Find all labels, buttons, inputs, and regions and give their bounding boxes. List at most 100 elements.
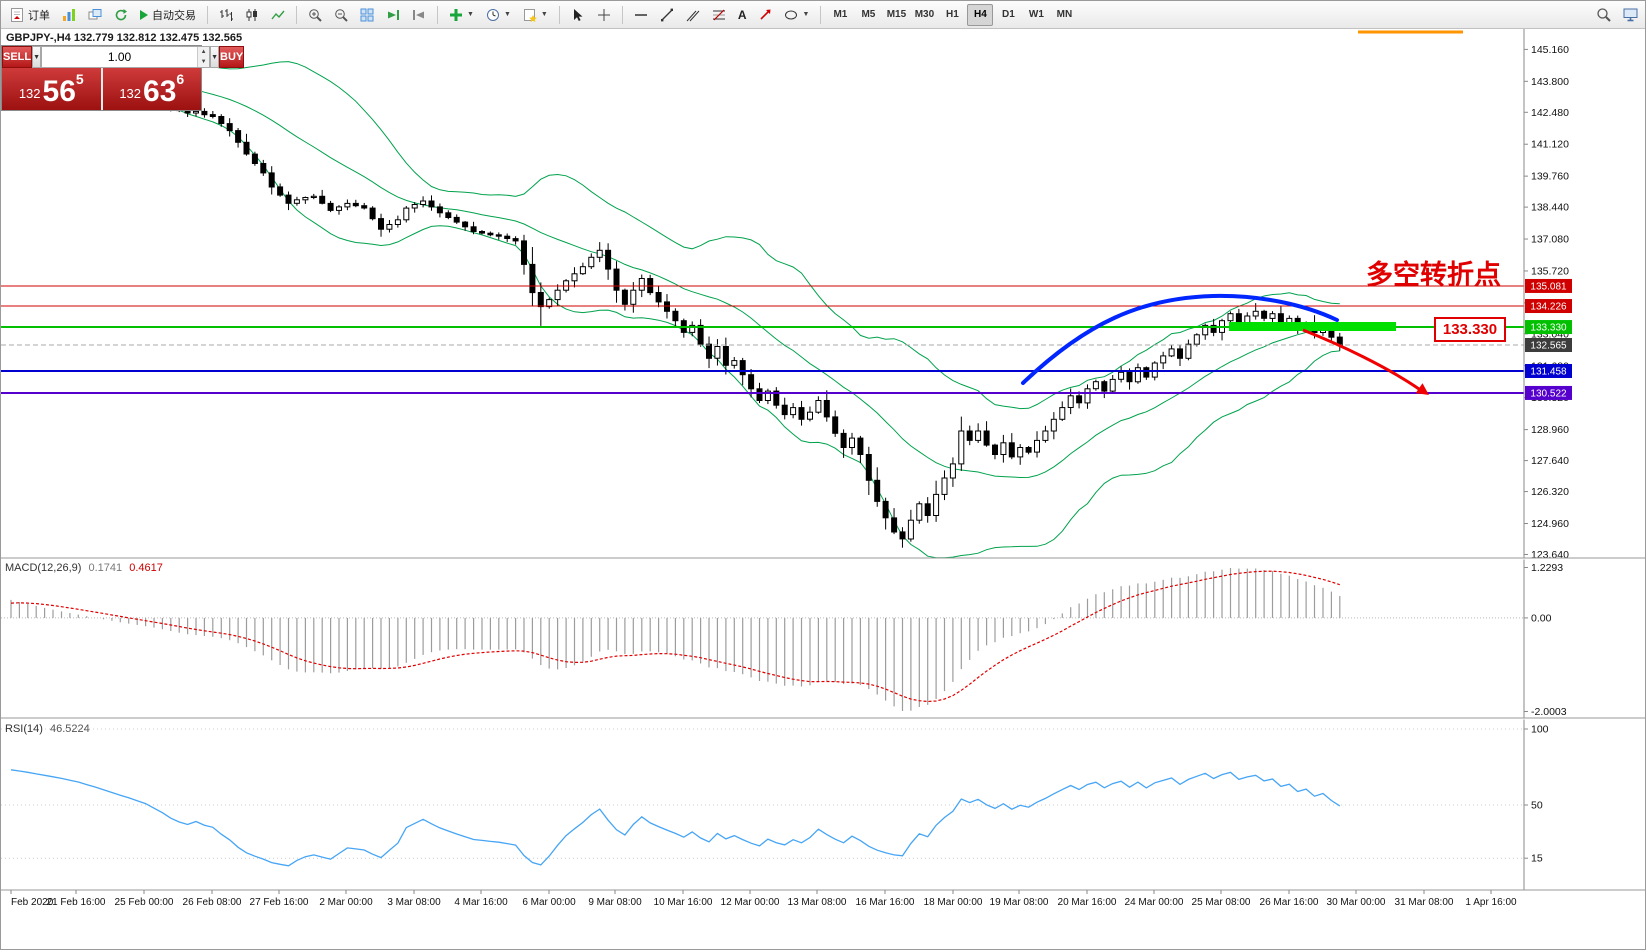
fibonacci-icon [712,8,726,22]
price-tick-label: 124.960 [1531,518,1569,530]
price-callout-box[interactable] [1434,317,1506,342]
new-order-label: 订单 [28,9,50,22]
timeframe-m1[interactable]: M1 [827,4,853,26]
date-tick-label: 9 Mar 08:00 [588,897,642,908]
bollinger-band [10,60,1340,410]
autotrading-play-icon [140,9,148,20]
trendline-tool-button[interactable] [655,4,679,26]
shapes-tool-button[interactable]: ▼ [779,4,814,26]
horizontal-line-icon [634,8,648,22]
candlestick-chart-button[interactable] [240,4,264,26]
date-tick-label: 26 Feb 08:00 [183,897,242,908]
main-chart-layer[interactable]: 多空转折点 133.330 [1,30,1524,558]
timeframe-w1[interactable]: W1 [1023,4,1049,26]
support-zone-bar[interactable] [1229,322,1396,331]
arrows-tool-button[interactable] [753,4,777,26]
search-button[interactable] [1591,4,1616,26]
horizontal-line-tool-button[interactable] [629,4,653,26]
zoom-out-button[interactable] [329,4,353,26]
buy-options-caret[interactable]: ▼ [210,46,219,68]
date-tick-label: 21 Feb 16:00 [47,897,106,908]
price-tick-label: 138.440 [1531,202,1569,214]
price-line-badge-text: 130.522 [1530,388,1567,399]
rsi-panel[interactable]: 100 50 15 [1,724,1549,867]
clock-icon [486,8,500,22]
profiles-button[interactable] [83,4,107,26]
price-tick-label: 142.480 [1531,107,1569,119]
autotrading-label: 自动交易 [152,9,196,22]
volume-up-button[interactable]: ▲ [198,47,210,57]
date-tick-label: 25 Mar 08:00 [1192,897,1251,908]
date-tick-label: 25 Feb 00:00 [115,897,174,908]
templates-button[interactable]: ▼ [518,4,553,26]
rsi-header: RSI(14) 46.5224 [5,723,90,735]
buy-price-pips: 63 [143,75,177,108]
autotrading-button[interactable]: 自动交易 [135,4,201,26]
buy-button[interactable]: BUY [219,46,245,68]
timeframe-h4[interactable]: H4 [967,3,994,26]
price-tick-label: 139.760 [1531,171,1569,183]
date-tick-label: 16 Mar 16:00 [856,897,915,908]
price-tick-label: 145.160 [1531,44,1569,56]
charts-button[interactable] [57,4,81,26]
sell-button[interactable]: SELL [2,46,33,68]
date-tick-label: 4 Mar 16:00 [454,897,508,908]
date-tick-label: 19 Mar 08:00 [990,897,1049,908]
timeframe-d1[interactable]: D1 [995,4,1021,26]
price-line-badge-text: 131.458 [1530,366,1567,377]
chart-shift-button[interactable] [407,4,431,26]
date-tick-label: 10 Mar 16:00 [654,897,713,908]
crosshair-tool-button[interactable] [592,4,616,26]
price-line-badge-text: 135.081 [1530,281,1567,292]
workspace-button[interactable] [1618,4,1643,26]
auto-scroll-icon [386,8,400,22]
rsi-tick-label: 50 [1531,800,1543,812]
price-line-badge [1525,338,1572,353]
indicators-button[interactable]: ▼ [444,4,479,26]
timeframe-m30[interactable]: M30 [911,4,937,26]
macd-panel[interactable]: 1.2293 0.00 -2.0003 [1,562,1567,718]
volume-stepper: ▲ ▼ [197,47,210,67]
turning-point-annotation[interactable]: 多空转折点 [1366,259,1501,290]
auto-scroll-button[interactable] [381,4,405,26]
date-tick-label: 26 Mar 16:00 [1260,897,1319,908]
cursor-tool-button[interactable] [566,4,590,26]
volume-input[interactable] [42,47,198,67]
price-axis[interactable]: 145.160 143.800 142.480 141.120 139.760 138.4… [1523,29,1572,890]
buy-price-tile[interactable]: 132 63 6 [102,68,201,110]
timeframe-mn[interactable]: MN [1051,4,1077,26]
toolbar-separator [820,5,822,24]
date-tick-label: 31 Mar 08:00 [1395,897,1454,908]
zoom-in-button[interactable] [303,4,327,26]
fibonacci-tool-button[interactable] [707,4,731,26]
channel-tool-button[interactable] [681,4,705,26]
chevron-down-icon: ▼ [33,53,41,61]
zoom-in-icon [308,8,322,22]
volume-down-button[interactable]: ▼ [198,57,210,67]
rounded-top-arc[interactable] [1021,293,1339,385]
new-order-button[interactable]: 订单 [5,4,55,26]
tile-windows-button[interactable] [355,4,379,26]
search-icon [1596,7,1611,22]
sell-price-tile[interactable]: 132 56 5 [2,68,103,110]
buy-price-big-figure: 132 [119,86,142,101]
periods-button[interactable]: ▼ [481,4,516,26]
timeframe-h1[interactable]: H1 [939,4,965,26]
line-chart-button[interactable] [266,4,290,26]
bar-chart-button[interactable] [214,4,238,26]
rsi-line [10,769,1341,867]
timeframe-m5[interactable]: M5 [855,4,881,26]
zoom-out-icon [334,8,348,22]
timeframe-m15[interactable]: M15 [883,4,909,26]
sell-options-caret[interactable]: ▼ [32,46,42,68]
bollinger-band [10,66,1340,479]
rsi-tick-label: 100 [1531,724,1549,736]
date-tick-label: 20 Mar 16:00 [1058,897,1117,908]
text-tool-button[interactable]: A [733,4,752,26]
macd-signal-line [10,570,1340,703]
refresh-button[interactable] [109,4,133,26]
down-trend-arrow[interactable] [1302,328,1420,391]
